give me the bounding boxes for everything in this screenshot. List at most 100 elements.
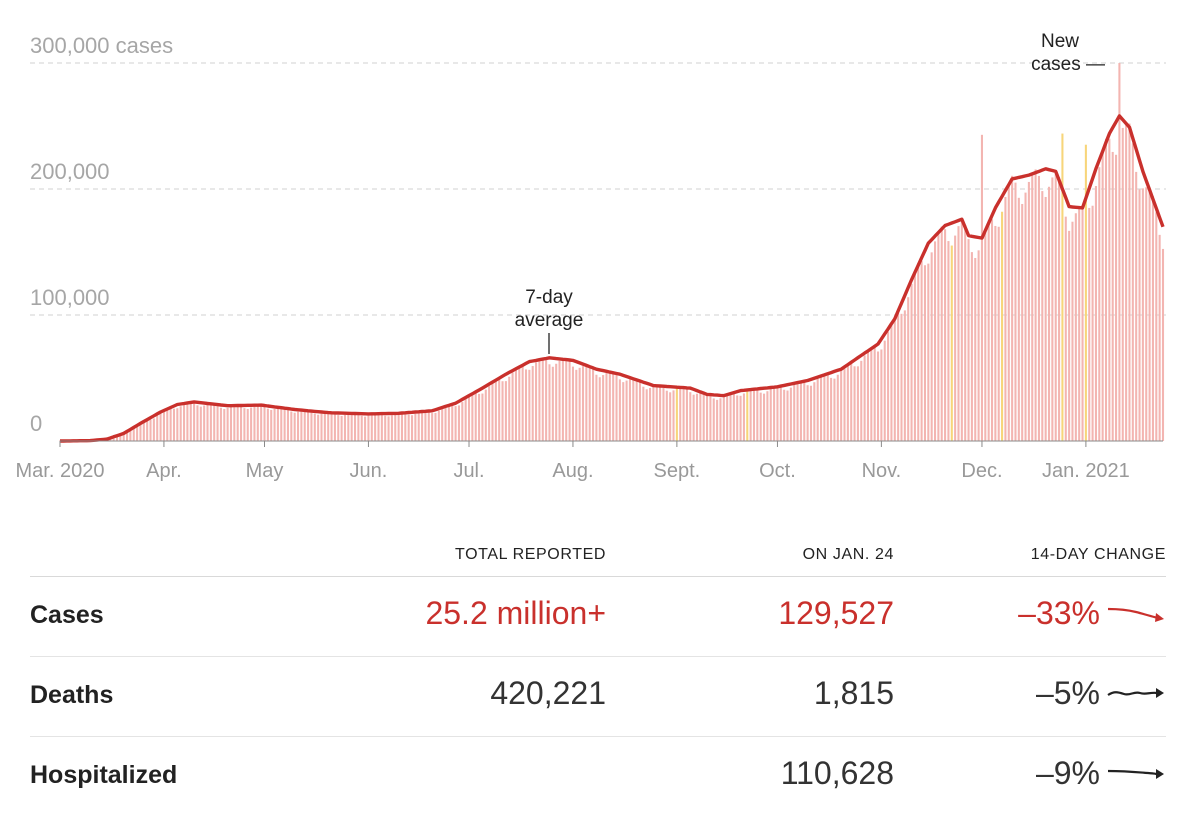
case-bar — [206, 404, 209, 441]
case-bar — [1004, 196, 1007, 441]
case-bar — [494, 379, 497, 441]
x-tick-label: Jun. — [350, 460, 388, 482]
case-bar — [578, 367, 581, 441]
case-bar — [1061, 133, 1064, 441]
case-bar — [759, 392, 762, 441]
case-bar — [860, 360, 863, 441]
case-bar — [742, 393, 745, 441]
case-bar — [665, 390, 668, 441]
case-bar — [994, 225, 997, 441]
case-bar — [679, 387, 682, 441]
case-bar — [203, 405, 206, 441]
x-tick-label: Mar. 2020 — [16, 460, 105, 482]
case-bar — [652, 386, 655, 441]
case-bar — [1145, 187, 1148, 441]
case-bar — [330, 412, 333, 441]
case-bar — [545, 359, 548, 441]
case-bar — [816, 378, 819, 441]
case-bar — [645, 389, 648, 441]
case-bar — [528, 369, 531, 441]
case-bar — [293, 412, 296, 441]
case-bar — [508, 376, 511, 441]
case-bar — [1044, 196, 1047, 441]
case-bar — [367, 415, 370, 441]
case-bar — [139, 423, 142, 441]
case-bar — [608, 372, 611, 441]
case-bar — [913, 273, 916, 441]
case-bar — [300, 410, 303, 441]
case-bar — [424, 410, 427, 441]
case-bar — [920, 260, 923, 441]
case-bar — [930, 252, 933, 441]
case-bar — [1135, 171, 1138, 441]
case-bar — [866, 351, 870, 441]
case-bar — [967, 239, 970, 441]
x-tick-label: Oct. — [759, 460, 796, 482]
deaths-total: 420,221 — [490, 675, 606, 711]
case-bar — [903, 310, 906, 441]
case-bar — [132, 428, 135, 441]
case-bar — [709, 395, 712, 441]
case-bar — [950, 245, 953, 441]
case-bar — [736, 395, 739, 441]
case-bar — [756, 389, 759, 441]
case-bar — [655, 386, 658, 441]
case-bar — [179, 406, 182, 441]
case-bar — [541, 358, 544, 441]
case-bar — [266, 408, 269, 441]
case-bar — [726, 394, 729, 441]
case-bar — [628, 379, 631, 441]
case-bar — [310, 411, 313, 441]
case-bar — [1094, 185, 1097, 441]
case-bar — [625, 380, 628, 441]
case-bar — [172, 408, 176, 441]
y-axis-labels: 300,000 cases 200,000 100,000 0 — [30, 33, 173, 436]
seven-day-average-line — [60, 114, 1165, 443]
case-bar — [806, 385, 809, 441]
case-bar — [702, 393, 705, 441]
case-bar — [675, 388, 678, 441]
case-bar — [682, 386, 685, 441]
case-bar — [695, 393, 699, 441]
case-bar — [823, 374, 826, 441]
x-tick-label: Jan. 2021 — [1042, 460, 1130, 482]
case-bar — [799, 381, 802, 441]
x-tick-label: May — [246, 460, 284, 482]
case-bar — [813, 382, 816, 441]
cases-change: –33% — [1018, 595, 1100, 631]
case-bar — [471, 393, 474, 441]
case-bar — [1021, 203, 1024, 441]
case-bar — [407, 414, 410, 441]
case-bar — [478, 393, 481, 441]
row-label: Hospitalized — [30, 761, 178, 789]
case-bar — [856, 366, 859, 441]
case-bar — [960, 220, 963, 441]
case-bar — [467, 395, 471, 441]
case-bar — [233, 405, 236, 441]
case-bar — [374, 413, 377, 441]
case-bar — [692, 394, 695, 441]
case-bar — [649, 387, 652, 441]
case-bar — [809, 385, 813, 441]
case-bar — [491, 382, 494, 441]
case-bar — [417, 412, 420, 441]
x-tick-label: Apr. — [146, 460, 182, 482]
case-bar — [337, 415, 340, 441]
case-bar — [243, 408, 246, 441]
case-bar — [397, 413, 400, 441]
case-bar — [183, 404, 186, 441]
cases-on-date: 129,527 — [778, 595, 894, 631]
case-bar — [1125, 125, 1128, 441]
case-bar — [273, 409, 276, 441]
case-bar — [340, 415, 343, 441]
case-bar — [917, 263, 920, 441]
case-bar — [323, 413, 326, 441]
case-bar — [514, 369, 517, 441]
case-bar — [380, 414, 383, 441]
case-bar — [511, 372, 514, 441]
stats-row-deaths: Deaths 420,221 1,815 –5% — [30, 657, 1166, 737]
case-bar — [1068, 230, 1071, 441]
case-bar — [984, 231, 987, 441]
cases-total: 25.2 million+ — [425, 595, 606, 631]
case-bar — [927, 263, 930, 441]
